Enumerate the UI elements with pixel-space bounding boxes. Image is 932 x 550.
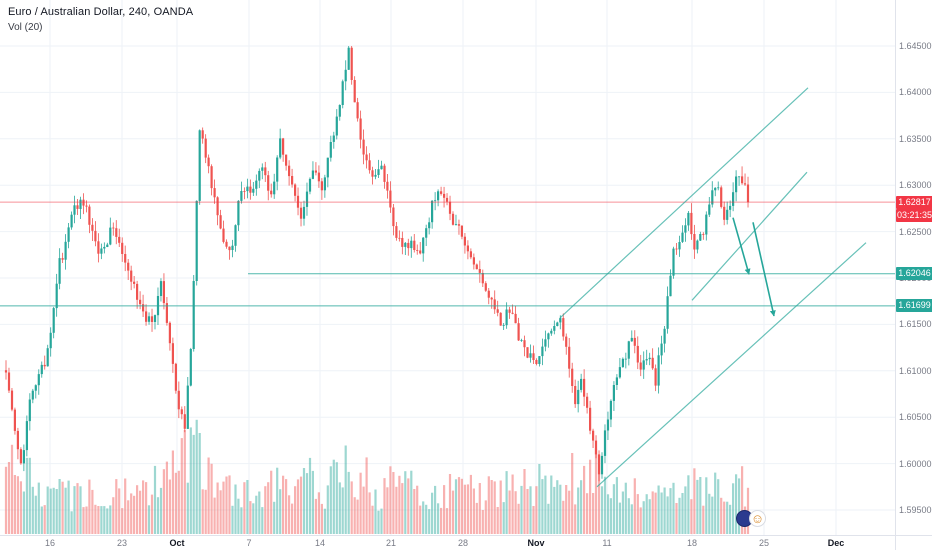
- time-tick-label: 21: [385, 538, 397, 548]
- price-tick-label: 1.60000: [899, 458, 932, 469]
- trendline-3[interactable]: [691, 171, 808, 301]
- last-price-badge: 1.62817: [896, 195, 932, 209]
- price-tick-label: 1.61500: [899, 319, 932, 330]
- trendline-2[interactable]: [596, 242, 867, 488]
- level-price-badge-1: 1.62046: [896, 267, 932, 281]
- time-tick-label: 23: [116, 538, 128, 548]
- time-tick-label: Nov: [527, 538, 545, 548]
- time-tick-label: 7: [246, 538, 252, 548]
- price-chart-canvas[interactable]: [0, 0, 932, 535]
- candles-layer: [4, 46, 750, 482]
- volume-indicator-label[interactable]: Vol (20): [8, 22, 43, 33]
- time-axis[interactable]: 16 23 Oct 7 14 21 28 Nov 11 18 25 Dec: [0, 535, 895, 550]
- price-tick-label: 1.63000: [899, 180, 932, 191]
- price-axis[interactable]: 1.62817 03:21:35 1.62046 1.61699 1.64500…: [895, 0, 932, 535]
- time-tick-label: Oct: [169, 538, 185, 548]
- time-tick-label: 16: [44, 538, 56, 548]
- time-tick-label: 28: [457, 538, 469, 548]
- drawings-layer: [0, 87, 895, 488]
- price-tick-label: 1.64500: [899, 41, 932, 51]
- symbol-title[interactable]: Euro / Australian Dollar, 240, OANDA: [8, 6, 194, 18]
- time-tick-label: 14: [314, 538, 326, 548]
- level-price-badge-2: 1.61699: [896, 299, 932, 313]
- price-tick-label: 1.62500: [899, 226, 932, 237]
- price-tick-label: 1.59500: [899, 505, 932, 515]
- emoji-reaction-icon: ☺: [749, 510, 766, 527]
- candle-countdown-badge: 03:21:35: [896, 208, 932, 222]
- trendline-1[interactable]: [559, 87, 809, 319]
- projection-arrow-2[interactable]: [752, 222, 776, 317]
- time-tick-label: 25: [758, 538, 770, 548]
- grid-layer: [0, 0, 895, 535]
- volume-layer: [4, 419, 750, 534]
- projection-arrow-1[interactable]: [732, 217, 751, 275]
- chart-legend: Euro / Australian Dollar, 240, OANDA Vol…: [8, 6, 193, 33]
- price-tick-label: 1.63500: [899, 133, 932, 144]
- axis-corner: [895, 535, 932, 550]
- time-tick-label: 11: [602, 538, 612, 548]
- avatar-badges[interactable]: ☺: [736, 510, 766, 527]
- time-tick-label: 18: [686, 538, 698, 548]
- price-tick-label: 1.61000: [899, 365, 932, 376]
- time-tick-label: Dec: [827, 538, 845, 548]
- price-tick-label: 1.64000: [899, 87, 932, 98]
- price-tick-label: 1.60500: [899, 412, 932, 423]
